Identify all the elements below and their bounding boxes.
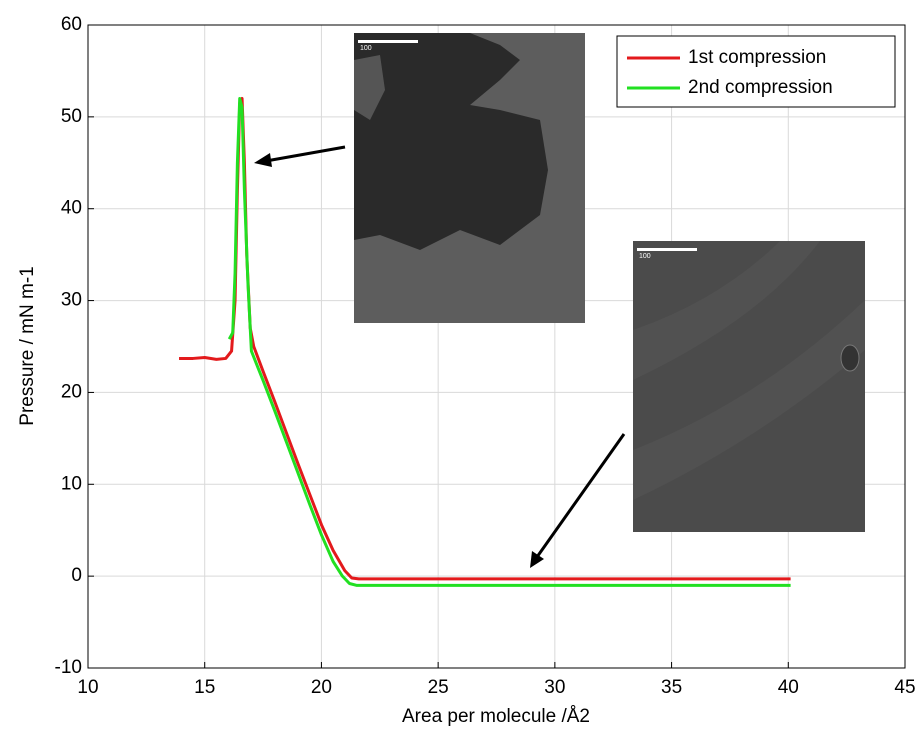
x-tick-label: 20 bbox=[311, 677, 332, 698]
arrow bbox=[254, 145, 626, 568]
plot-frame bbox=[87, 24, 906, 669]
x-axis-label: Area per molecule /Å2 bbox=[402, 706, 590, 727]
y-tick-label: 30 bbox=[61, 290, 82, 311]
data-line bbox=[227, 96, 791, 587]
x-tick-label: 30 bbox=[544, 677, 565, 698]
y-tick-label: 10 bbox=[61, 473, 82, 494]
x-tick-label: 45 bbox=[894, 677, 915, 698]
x-tick-label: 35 bbox=[661, 677, 682, 698]
inset-image: 100 bbox=[633, 241, 865, 532]
data-line bbox=[179, 96, 791, 581]
inset-image: 100 bbox=[354, 33, 585, 323]
scale-label: 100 bbox=[639, 253, 651, 260]
legend-label: 2nd compression bbox=[688, 77, 833, 98]
y-tick-label: 60 bbox=[61, 14, 82, 35]
y-tick-label: 50 bbox=[61, 106, 82, 127]
y-tick-label: 40 bbox=[61, 198, 82, 219]
x-tick-label: 40 bbox=[778, 677, 799, 698]
y-axis-label: Pressure / mN m-1 bbox=[17, 266, 38, 425]
legend bbox=[616, 35, 896, 108]
y-tick-label: -10 bbox=[55, 657, 82, 678]
x-tick-label: 25 bbox=[428, 677, 449, 698]
legend-label: 1st compression bbox=[688, 47, 826, 68]
x-tick-label: 10 bbox=[77, 677, 98, 698]
y-tick-label: 20 bbox=[61, 381, 82, 402]
scale-label: 100 bbox=[360, 45, 372, 52]
x-tick-label: 15 bbox=[194, 677, 215, 698]
y-tick-label: 0 bbox=[71, 565, 82, 586]
